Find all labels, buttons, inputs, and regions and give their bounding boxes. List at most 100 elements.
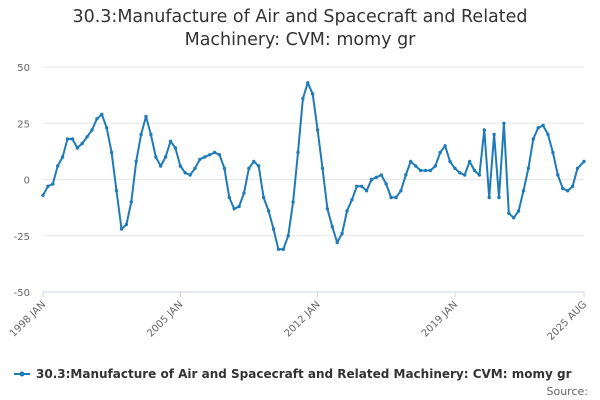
data-point[interactable] xyxy=(364,189,369,193)
data-point[interactable] xyxy=(168,139,173,143)
data-point[interactable] xyxy=(360,184,364,188)
data-point[interactable] xyxy=(340,231,344,236)
data-point[interactable] xyxy=(409,159,413,164)
data-point[interactable] xyxy=(311,92,315,96)
data-point[interactable] xyxy=(477,173,482,177)
data-point[interactable] xyxy=(330,225,334,229)
data-point[interactable] xyxy=(315,128,320,132)
data-point[interactable] xyxy=(232,207,236,211)
data-point[interactable] xyxy=(306,81,310,85)
data-point[interactable] xyxy=(551,150,555,155)
data-point[interactable] xyxy=(463,173,467,177)
data-point[interactable] xyxy=(497,195,501,200)
data-point[interactable] xyxy=(355,184,359,188)
data-point[interactable] xyxy=(129,200,133,204)
data-point[interactable] xyxy=(443,144,447,148)
data-point[interactable] xyxy=(566,189,570,193)
data-point[interactable] xyxy=(257,164,261,168)
data-point[interactable] xyxy=(193,166,197,170)
data-point[interactable] xyxy=(345,209,349,213)
data-point[interactable] xyxy=(570,184,575,188)
data-point[interactable] xyxy=(512,216,516,220)
data-point[interactable] xyxy=(51,182,55,186)
data-point[interactable] xyxy=(374,175,379,179)
data-point[interactable] xyxy=(291,200,295,204)
data-point[interactable] xyxy=(80,141,84,146)
data-point[interactable] xyxy=(428,168,433,173)
data-point[interactable] xyxy=(203,155,207,159)
data-point[interactable] xyxy=(531,137,535,141)
data-point[interactable] xyxy=(119,227,124,231)
data-point[interactable] xyxy=(124,222,129,227)
data-point[interactable] xyxy=(492,132,496,137)
data-point[interactable] xyxy=(516,209,521,213)
data-point[interactable] xyxy=(379,173,383,177)
data-point[interactable] xyxy=(448,159,452,164)
data-point[interactable] xyxy=(242,191,246,195)
data-point[interactable] xyxy=(487,195,491,200)
data-point[interactable] xyxy=(109,150,114,155)
data-point[interactable] xyxy=(472,168,477,173)
data-point[interactable] xyxy=(561,186,565,191)
data-point[interactable] xyxy=(556,173,560,177)
data-point[interactable] xyxy=(85,135,89,139)
data-point[interactable] xyxy=(134,159,138,164)
data-point[interactable] xyxy=(60,155,65,159)
data-point[interactable] xyxy=(46,184,50,188)
data-point[interactable] xyxy=(159,164,163,168)
data-point[interactable] xyxy=(286,234,290,238)
data-point[interactable] xyxy=(301,96,305,101)
data-point[interactable] xyxy=(261,195,266,200)
data-point[interactable] xyxy=(163,155,168,159)
data-point[interactable] xyxy=(65,137,70,141)
data-point[interactable] xyxy=(114,189,119,193)
data-point[interactable] xyxy=(252,159,256,164)
data-point[interactable] xyxy=(335,240,339,245)
data-point[interactable] xyxy=(414,164,418,168)
data-point[interactable] xyxy=(399,189,403,193)
legend[interactable]: 30.3:Manufacture of Air and Spacecraft a… xyxy=(14,367,572,381)
data-point[interactable] xyxy=(350,198,354,202)
data-point[interactable] xyxy=(217,153,222,157)
data-point[interactable] xyxy=(575,166,580,170)
data-point[interactable] xyxy=(389,195,393,200)
data-point[interactable] xyxy=(433,164,437,168)
data-point[interactable] xyxy=(227,195,231,200)
data-point[interactable] xyxy=(296,150,300,155)
data-point[interactable] xyxy=(404,173,408,177)
data-point[interactable] xyxy=(70,137,75,141)
data-point[interactable] xyxy=(546,132,550,137)
data-point[interactable] xyxy=(173,146,178,150)
data-point[interactable] xyxy=(247,166,251,170)
data-point[interactable] xyxy=(90,128,94,132)
data-point[interactable] xyxy=(526,166,531,170)
data-point[interactable] xyxy=(178,164,182,168)
data-point[interactable] xyxy=(423,168,428,173)
data-point[interactable] xyxy=(384,182,388,186)
data-point[interactable] xyxy=(521,189,526,193)
data-point[interactable] xyxy=(418,168,423,173)
data-point[interactable] xyxy=(198,157,202,161)
data-point[interactable] xyxy=(105,126,109,130)
data-point[interactable] xyxy=(144,114,148,119)
data-point[interactable] xyxy=(222,166,227,170)
data-point[interactable] xyxy=(394,195,398,200)
data-point[interactable] xyxy=(154,155,158,159)
data-point[interactable] xyxy=(507,211,511,215)
data-point[interactable] xyxy=(467,159,472,164)
data-point[interactable] xyxy=(75,146,80,150)
data-point[interactable] xyxy=(541,123,545,128)
data-point[interactable] xyxy=(582,159,586,164)
data-point[interactable] xyxy=(453,166,457,170)
data-point[interactable] xyxy=(149,132,153,137)
data-point[interactable] xyxy=(95,117,99,121)
data-point[interactable] xyxy=(369,177,374,182)
data-point[interactable] xyxy=(56,164,60,168)
data-point[interactable] xyxy=(266,209,271,213)
data-point[interactable] xyxy=(208,153,212,157)
data-point[interactable] xyxy=(271,227,276,231)
data-point[interactable] xyxy=(237,204,241,209)
data-point[interactable] xyxy=(139,132,143,137)
data-point[interactable] xyxy=(482,128,486,132)
data-point[interactable] xyxy=(188,173,192,177)
